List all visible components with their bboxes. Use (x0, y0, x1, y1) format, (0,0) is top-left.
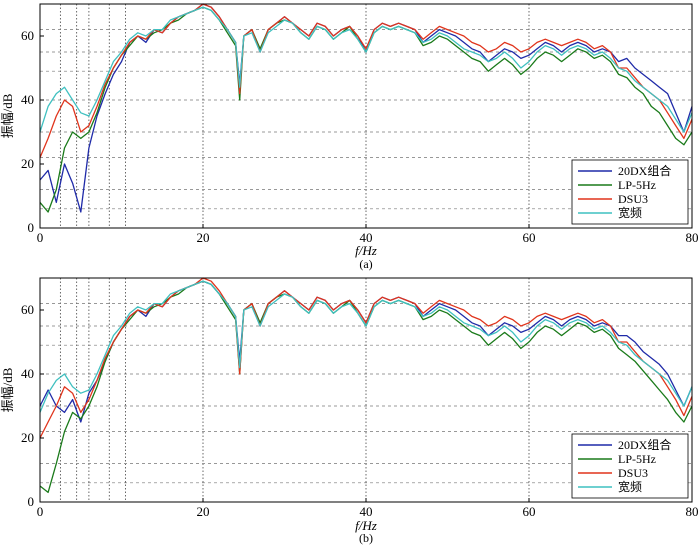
y-axis-label: 振幅/dB (0, 93, 15, 138)
x-tick-label: 40 (360, 504, 373, 519)
y-tick-label: 0 (28, 220, 35, 235)
x-tick-label: 40 (360, 230, 373, 245)
panel-label: (a) (359, 257, 372, 271)
chart-panel-a: 0 20 40 60 80 0 20 40 60 f/Hz 振幅/dB (a) 20DX组合LP-5Hz… (0, 3, 699, 271)
legend-entry: LP-5Hz (618, 452, 656, 466)
legend-entry: 20DX组合 (618, 163, 671, 178)
series-line-3 (39, 277, 693, 439)
x-tick-label: 20 (197, 230, 210, 245)
legend-entry: 宽频 (618, 479, 642, 494)
legend-entry: 宽频 (618, 205, 642, 220)
chart-panel-b: 0 20 40 60 80 0 20 40 60 f/Hz 振幅/dB (b) 20DX组合LP-5Hz… (0, 277, 699, 545)
panel-label: (b) (359, 531, 373, 545)
x-tick-label: 60 (523, 230, 536, 245)
legend-entry: DSU3 (618, 192, 648, 206)
y-axis-label: 振幅/dB (0, 367, 15, 412)
x-tick-label: 0 (37, 504, 44, 519)
series-line-4 (39, 280, 693, 413)
x-tick-label: 80 (686, 230, 699, 245)
x-tick-label: 80 (686, 504, 699, 519)
legend-entry: DSU3 (618, 466, 648, 480)
y-tick-label: 60 (21, 28, 34, 43)
x-axis-label: f/Hz (355, 518, 377, 533)
x-tick-label: 0 (37, 230, 44, 245)
legend-entry: LP-5Hz (618, 178, 656, 192)
x-tick-label: 20 (197, 504, 210, 519)
y-tick-label: 40 (21, 92, 34, 107)
y-tick-label: 60 (21, 302, 34, 317)
series-line-4 (39, 6, 693, 133)
legend-entry: 20DX组合 (618, 437, 671, 452)
x-tick-label: 60 (523, 504, 536, 519)
y-tick-label: 40 (21, 366, 34, 381)
y-tick-label: 20 (21, 430, 34, 445)
y-tick-label: 0 (28, 494, 35, 509)
x-axis-label: f/Hz (355, 243, 377, 258)
y-tick-label: 20 (21, 156, 34, 171)
series-line-3 (39, 3, 693, 158)
